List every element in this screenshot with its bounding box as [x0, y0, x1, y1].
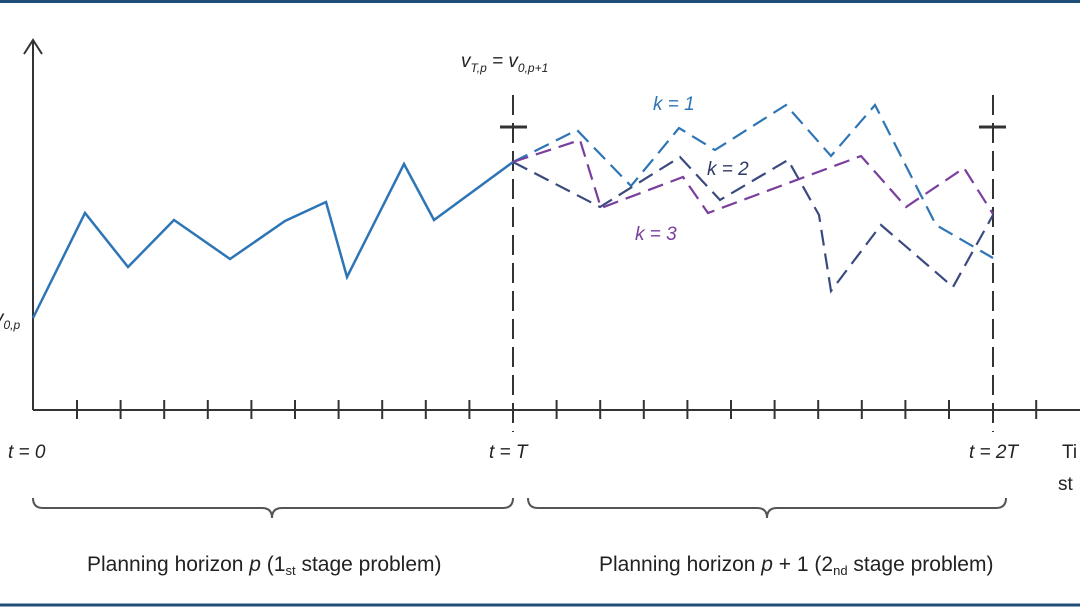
- scenario-k2-label: k = 2: [707, 159, 749, 180]
- time-label-t0: t = 0: [8, 442, 46, 463]
- v-start-label: v0,p: [0, 308, 21, 332]
- time-label-t2T: t = 2T: [969, 442, 1019, 463]
- history-series-line: [33, 162, 513, 318]
- scenario-k3-label: k = 3: [635, 224, 677, 245]
- scenario-k2-line: [513, 157, 993, 291]
- brace-horizon-p: [33, 498, 513, 518]
- scenario-k1-label: k = 1: [653, 94, 695, 115]
- scenario-k3-line: [513, 140, 993, 214]
- x-axis-title-line2: st: [1058, 474, 1074, 495]
- v-link-label: vT,p = v0,p+1: [461, 51, 548, 75]
- x-axis-title-line1: Ti: [1062, 442, 1077, 463]
- time-label-tT: t = T: [489, 442, 529, 463]
- horizon-p-caption: Planning horizon p (1st stage problem): [87, 553, 442, 578]
- two-stage-planning-diagram: v0,p vT,p = v0,p+1 k = 1 k = 2 k = 3 t =…: [0, 0, 1080, 608]
- horizon-p1-caption: Planning horizon p + 1 (2nd stage proble…: [599, 553, 993, 578]
- brace-horizon-p1: [528, 498, 1006, 518]
